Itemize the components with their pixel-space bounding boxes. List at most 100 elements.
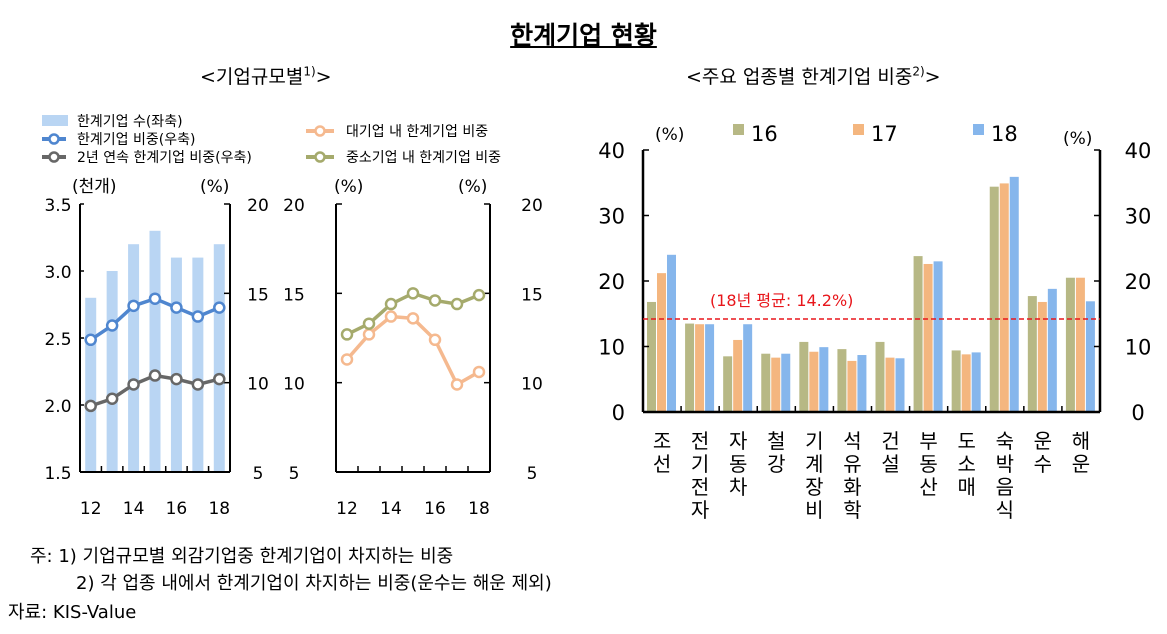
right-subtitle-end: > bbox=[924, 66, 941, 88]
x-tick-label: 12 bbox=[80, 499, 102, 519]
right-subtitle-sup: 2) bbox=[912, 64, 925, 79]
category-label-건설: 건 bbox=[881, 429, 899, 453]
left-tick-label: 0 bbox=[612, 401, 625, 425]
right-subtitle-text: <주요 업종별 한계기업 비중 bbox=[686, 66, 913, 88]
bar-철강-18 bbox=[781, 353, 791, 412]
page-title: 한계기업 현황 bbox=[0, 16, 1167, 52]
left-tick-label: 3.5 bbox=[44, 196, 71, 216]
legend-swatch-16 bbox=[733, 124, 744, 135]
bar-12 bbox=[85, 297, 97, 472]
legend-label-18: 18 bbox=[991, 122, 1018, 146]
x-tick-label: 16 bbox=[166, 499, 188, 519]
category-label-건설: 설 bbox=[881, 452, 899, 476]
bar-조선-18 bbox=[667, 254, 676, 412]
line-point-15 bbox=[148, 369, 162, 382]
line-point-13 bbox=[105, 319, 119, 332]
left-subtitle-text: <기업규모별 bbox=[200, 66, 304, 88]
left-tick-label: 40 bbox=[598, 139, 625, 163]
category-label-석유화학: 화 bbox=[843, 475, 861, 499]
legend-label: 2년 연속 한계기업 비중(우축) bbox=[77, 150, 252, 166]
title-text: 한계기업 현황 bbox=[510, 21, 657, 50]
category-label-운수: 운 bbox=[1034, 429, 1052, 453]
category-label-기계장비: 기 bbox=[805, 429, 823, 453]
left-tick-label: 10 bbox=[598, 336, 625, 360]
legend-swatch-bar bbox=[42, 115, 68, 126]
category-label-전기전자: 자 bbox=[691, 498, 709, 522]
right-tick-label: 20 bbox=[1125, 270, 1152, 294]
bar-13 bbox=[106, 271, 118, 472]
legend-marker bbox=[48, 133, 60, 145]
bar-건설-16 bbox=[875, 341, 885, 412]
right-axis-unit: (%) bbox=[200, 177, 229, 197]
left-tick-label: 15 bbox=[283, 285, 305, 305]
legend-marker bbox=[48, 151, 60, 163]
category-label-운수: 수 bbox=[1034, 452, 1052, 476]
right-axis-unit: (%) bbox=[1063, 129, 1092, 149]
note-2: 2) 각 업종 내에서 한계기업이 차지하는 비중(운수는 해운 제외) bbox=[76, 573, 552, 594]
bar-기계장비-18 bbox=[819, 347, 829, 412]
x-tick-label: 14 bbox=[123, 499, 145, 519]
bar-숙박음식-18 bbox=[1009, 176, 1019, 412]
line-point-14 bbox=[127, 299, 140, 313]
left-axis-unit: (천개) bbox=[72, 177, 117, 197]
source-note: 자료: KIS-Value bbox=[8, 602, 137, 623]
bar-기계장비-16 bbox=[799, 341, 809, 412]
left-axis-unit: (%) bbox=[655, 125, 684, 145]
bar-부동산-16 bbox=[913, 256, 923, 412]
bar-철강-17 bbox=[771, 357, 781, 412]
category-label-철강: 강 bbox=[767, 452, 785, 476]
legend-label-17: 17 bbox=[871, 122, 898, 146]
right-tick-label: 5 bbox=[527, 464, 538, 484]
category-label-숙박음식: 숙 bbox=[996, 429, 1014, 453]
bar-16 bbox=[170, 257, 182, 472]
bar-자동차-17 bbox=[733, 339, 743, 412]
category-label-기계장비: 계 bbox=[805, 452, 823, 476]
bar-운수-18 bbox=[1047, 288, 1057, 412]
x-tick-label: 12 bbox=[336, 499, 358, 519]
category-label-전기전자: 기 bbox=[691, 452, 709, 476]
x-tick-label: 18 bbox=[468, 499, 490, 519]
left-tick-label: 2.5 bbox=[44, 330, 71, 350]
bar-건설-18 bbox=[895, 358, 905, 412]
category-label-해운: 해 bbox=[1072, 429, 1090, 453]
right-tick-label: 20 bbox=[521, 196, 543, 216]
category-label-도소매: 소 bbox=[958, 452, 976, 476]
category-label-부동산: 동 bbox=[919, 452, 937, 476]
left-tick-label: 20 bbox=[598, 270, 625, 294]
category-label-숙박음식: 음 bbox=[996, 475, 1014, 499]
right-axis-unit: (%) bbox=[458, 177, 487, 197]
category-label-전기전자: 전 bbox=[691, 475, 709, 499]
legend-swatch-17 bbox=[853, 124, 864, 135]
line-point-13 bbox=[362, 328, 376, 341]
bar-전기전자-18 bbox=[705, 324, 715, 412]
right-tick-label: 10 bbox=[521, 375, 543, 395]
line-point-15 bbox=[148, 292, 162, 305]
line-point-13 bbox=[105, 392, 119, 405]
x-tick-label: 14 bbox=[380, 499, 402, 519]
note-1: 주: 1) 기업규모별 외감기업중 한계기업이 차지하는 비중 bbox=[30, 546, 454, 567]
bar-숙박음식-17 bbox=[999, 183, 1009, 412]
bar-숙박음식-16 bbox=[989, 186, 999, 412]
bar-전기전자-17 bbox=[695, 324, 705, 412]
category-label-해운: 운 bbox=[1072, 452, 1090, 476]
x-tick-label: 16 bbox=[424, 499, 446, 519]
line-point-18 bbox=[472, 365, 486, 379]
legend-label: 중소기업 내 한계기업 비중 bbox=[346, 150, 501, 166]
line-point-12 bbox=[84, 333, 97, 347]
bar-운수-17 bbox=[1037, 301, 1047, 412]
right-tick-label: 20 bbox=[247, 196, 269, 216]
bar-15 bbox=[149, 230, 161, 472]
category-label-석유화학: 학 bbox=[843, 498, 861, 522]
bar-조선-17 bbox=[657, 273, 666, 412]
right-tick-label: 0 bbox=[1131, 401, 1144, 425]
line-point-14 bbox=[384, 297, 398, 311]
left-axis-unit: (%) bbox=[334, 177, 363, 197]
left-tick-label: 10 bbox=[283, 375, 305, 395]
bar-부동산-17 bbox=[923, 263, 933, 412]
line-point-15 bbox=[406, 312, 420, 325]
left-tick-label: 30 bbox=[598, 205, 625, 229]
category-label-기계장비: 비 bbox=[805, 498, 823, 522]
category-label-자동차: 자 bbox=[729, 429, 747, 453]
line-point-12 bbox=[340, 328, 354, 341]
right-tick-label: 15 bbox=[521, 285, 543, 305]
